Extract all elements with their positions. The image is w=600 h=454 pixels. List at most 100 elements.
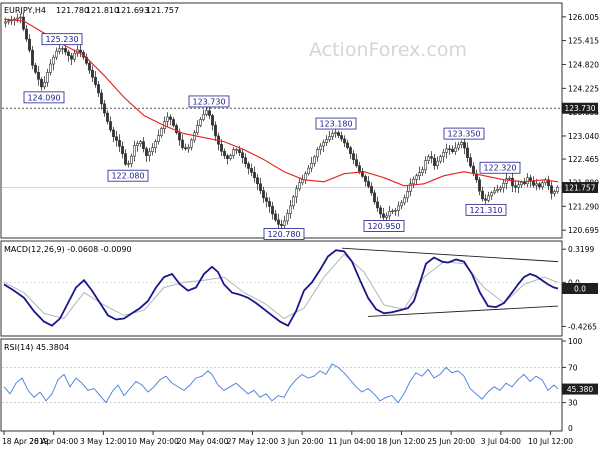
- candle-body: [25, 28, 28, 40]
- swing-label-text: 123.350: [447, 130, 480, 139]
- candle-body: [205, 110, 208, 115]
- candle-body: [520, 181, 523, 186]
- swing-label-box: [363, 220, 405, 232]
- candle-body: [349, 147, 352, 154]
- candle-body: [316, 149, 319, 158]
- candle-body: [43, 82, 46, 88]
- time-tick-label: 20 May 04:00: [177, 437, 229, 446]
- candle-body: [232, 149, 235, 156]
- candle-body: [238, 149, 241, 153]
- swing-label-box: [443, 127, 485, 140]
- rsi-tick-label: 0: [568, 424, 573, 433]
- time-tick-label: 10 Jul 12:00: [528, 437, 573, 446]
- price-tick-label: 124.820: [568, 60, 599, 69]
- ohlc-high: 121.810: [86, 6, 119, 15]
- candle-body: [211, 115, 214, 126]
- candle-body: [400, 202, 403, 207]
- candle-body: [529, 177, 532, 182]
- candle-body: [274, 213, 277, 221]
- candle-body: [433, 157, 436, 166]
- price-tick-label: 124.225: [568, 84, 599, 93]
- candle-body: [514, 185, 517, 188]
- candle-body: [352, 153, 355, 160]
- price-tick-label: 122.465: [568, 155, 599, 164]
- candle-body: [175, 125, 178, 134]
- candle-body: [547, 179, 550, 187]
- candle-body: [556, 187, 559, 192]
- candle-body: [373, 192, 376, 203]
- candle-body: [406, 191, 409, 199]
- time-tick-label: 25 Jun 20:00: [427, 437, 475, 446]
- candle-body: [451, 148, 454, 152]
- time-tick-label: 3 May 12:00: [80, 437, 127, 446]
- candle-body: [478, 179, 481, 192]
- candle-body: [67, 51, 70, 56]
- candle-body: [268, 201, 271, 207]
- swing-label-text: 123.730: [192, 97, 225, 106]
- candle-body: [208, 110, 211, 116]
- candle-body: [283, 220, 286, 226]
- candle-body: [553, 191, 556, 194]
- candle-body: [142, 141, 145, 149]
- candle-body: [412, 178, 415, 185]
- candle-body: [244, 157, 247, 164]
- macd-tick-label: 0.3199: [568, 245, 594, 254]
- candle-body: [388, 211, 391, 217]
- candle-body: [64, 48, 67, 53]
- candlestick-series: [4, 12, 559, 231]
- candle-body: [79, 49, 82, 53]
- candle-body: [196, 125, 199, 134]
- candle-body: [40, 79, 43, 88]
- candle-body: [136, 143, 139, 146]
- candle-body: [94, 77, 97, 85]
- swing-label-box: [479, 161, 521, 174]
- candle-body: [376, 201, 379, 209]
- candle-body: [157, 135, 160, 142]
- candle-body: [220, 143, 223, 152]
- candle-body: [325, 139, 328, 143]
- swing-label-box: [23, 91, 65, 104]
- candle-body: [328, 136, 331, 140]
- candle-body: [364, 176, 367, 182]
- rsi-pane: [0, 338, 563, 432]
- macd-main-line: [3, 249, 559, 327]
- candle-body: [505, 178, 508, 184]
- candle-body: [331, 133, 334, 137]
- candle-body: [103, 103, 106, 114]
- macd-indicator: 0.3199 0.0 -0.4265 0.0: [2, 245, 598, 331]
- time-tick-label: 3 Jul 04:00: [481, 437, 521, 446]
- ohlc-open: 121.780: [56, 6, 89, 15]
- swing-label-box: [263, 228, 305, 240]
- candle-body: [121, 146, 124, 154]
- swing-label-box: [465, 203, 507, 216]
- candle-body: [397, 205, 400, 211]
- candle-body: [223, 151, 226, 156]
- macd-trendline: [341, 247, 559, 263]
- macd-label: MACD(12,26,9) -0.0608 -0.0090: [4, 245, 132, 254]
- swing-label-text: 123.180: [319, 120, 352, 129]
- price-tag-box: [562, 102, 598, 114]
- candle-body: [337, 132, 340, 136]
- candle-body: [112, 129, 115, 138]
- candle-body: [340, 135, 343, 140]
- candle-body: [169, 116, 172, 120]
- macd-pane: [0, 240, 563, 337]
- candle-body: [499, 187, 502, 190]
- candle-body: [154, 141, 157, 148]
- candle-body: [493, 190, 496, 194]
- candle-body: [214, 124, 217, 137]
- candle-body: [394, 210, 397, 212]
- rsi-tick-label: 30: [568, 399, 578, 408]
- rsi-tick-label: 100: [568, 337, 583, 346]
- candle-body: [535, 183, 538, 186]
- candle-body: [145, 148, 148, 156]
- swing-label-box: [315, 117, 357, 130]
- candle-body: [130, 155, 133, 164]
- price-tick-label: 125.415: [568, 37, 599, 46]
- swing-label-text: 120.950: [367, 222, 400, 231]
- candle-body: [88, 62, 91, 71]
- candle-body: [427, 156, 430, 161]
- candle-body: [61, 48, 64, 50]
